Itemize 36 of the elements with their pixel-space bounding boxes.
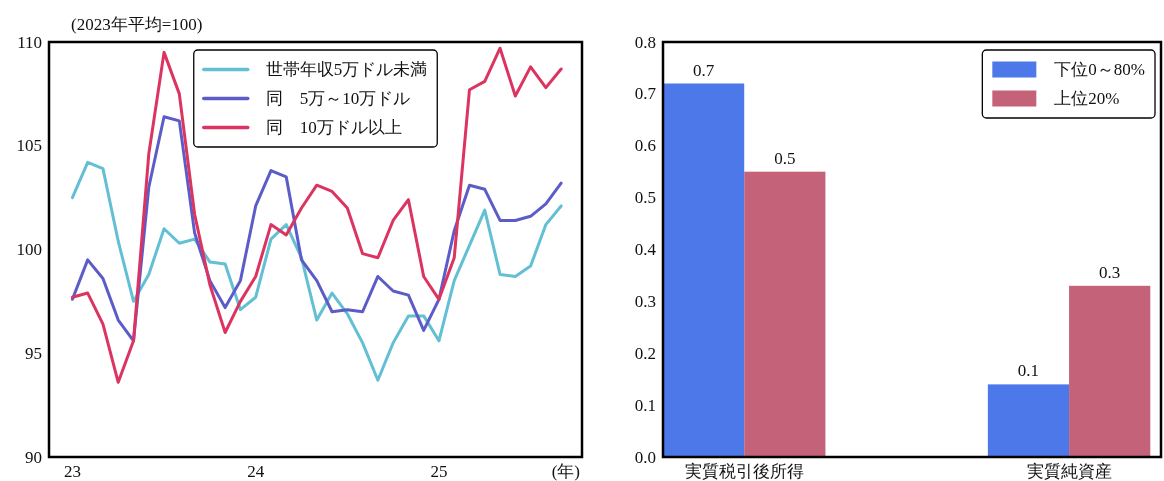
y-tick-label: 0.2 [634, 343, 656, 363]
data-label: 0.7 [692, 60, 715, 80]
y-axis-title: (2023年平均=100) [71, 15, 203, 34]
x-tick-label: 24 [247, 462, 265, 481]
x-tick-label: 25 [430, 462, 448, 481]
legend-label: 下位0～80% [1054, 60, 1145, 79]
bar [663, 83, 745, 457]
legend-label: 同 5万～10万ドル [265, 89, 411, 108]
data-label: 0.3 [1099, 262, 1121, 282]
bar [744, 171, 826, 457]
bar [1069, 285, 1151, 457]
y-tick-label: 0.3 [634, 291, 656, 311]
y-tick-label: 0.8 [634, 32, 656, 52]
y-tick-label: 0.4 [634, 240, 657, 259]
y-tick-label: 0.1 [634, 395, 656, 415]
data-label: 0.5 [774, 148, 796, 168]
legend-label: 世帯年収5万ドル未満 [265, 60, 428, 79]
y-tick-label: 0.5 [634, 188, 656, 208]
y-tick-label: 95 [25, 343, 42, 363]
x-tick-label: 23 [63, 462, 81, 481]
data-label: 0.1 [1017, 361, 1040, 381]
y-tick-label: 90 [25, 447, 42, 467]
legend-label: 上位20% [1054, 89, 1120, 108]
y-tick-label: 105 [16, 136, 42, 156]
x-tick-label: 実質純資産 [1026, 462, 1112, 481]
line-series [70, 160, 563, 382]
line-series [70, 46, 563, 384]
y-tick-label: 100 [16, 240, 42, 259]
legend-label: 同 10万ドル以上 [265, 118, 402, 137]
y-tick-label: 0.7 [634, 84, 657, 104]
bar [987, 384, 1070, 457]
y-tick-label: 0.0 [634, 447, 656, 467]
x-axis-title: (年) [551, 462, 580, 481]
y-tick-label: 110 [17, 32, 42, 52]
y-tick-label: 0.6 [634, 136, 656, 156]
x-tick-label: 実質税引後所得 [684, 462, 804, 481]
